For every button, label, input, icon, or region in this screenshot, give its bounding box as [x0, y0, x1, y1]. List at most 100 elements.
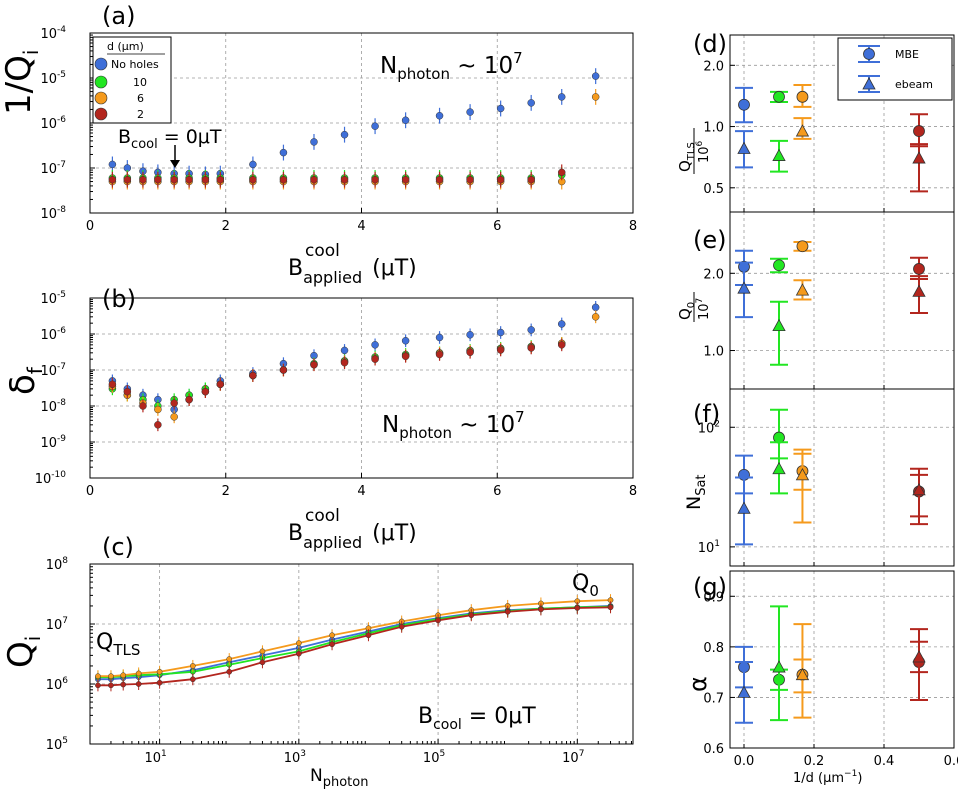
- svg-text:107: 107: [695, 298, 712, 320]
- data-point: [189, 663, 196, 669]
- mbe-point: [773, 259, 785, 272]
- panel-c-ylabel: Qi: [1, 636, 45, 668]
- data-point: [185, 395, 193, 404]
- data-point: [329, 641, 335, 648]
- series-line: [97, 605, 611, 679]
- ytick-label: 10-6: [40, 326, 66, 343]
- ytick-label: 10-7: [40, 160, 66, 177]
- ebeam-point: [795, 283, 810, 296]
- panel-e: 1.0 2.0: [703, 211, 955, 390]
- data-point: [557, 93, 566, 101]
- panel-g-frame: [729, 570, 955, 749]
- xtick-label: 107: [562, 749, 584, 766]
- data-point: [135, 681, 142, 687]
- ytick-label: 1.0: [703, 121, 724, 136]
- panel-c-qtls-annotation: QTLS: [96, 630, 140, 659]
- ebeam-point: [737, 685, 751, 698]
- data-point: [340, 175, 349, 184]
- data-point: [340, 358, 349, 367]
- data-point: [216, 175, 225, 184]
- data-point: [591, 303, 600, 312]
- ytick-label: 10-7: [40, 362, 66, 379]
- legend-entry-ebeam: ebeam: [895, 78, 933, 91]
- xtick-label: 0: [86, 219, 94, 234]
- panel-e-frame: [729, 211, 955, 390]
- data-point: [496, 346, 505, 354]
- data-point: [557, 341, 566, 349]
- xtick-label: 8: [629, 484, 637, 499]
- ytick-label: 107: [46, 616, 68, 633]
- ytick-label: 0.9: [703, 590, 724, 605]
- data-point: [401, 116, 410, 125]
- data-point: [574, 605, 581, 611]
- ytick-label: 10-10: [35, 470, 67, 487]
- xtick-label: 0.2: [804, 754, 825, 769]
- panel-g-xlabel: 1/d (μm−1): [793, 769, 862, 786]
- legend-marker-d6: [94, 91, 108, 105]
- data-point: [154, 405, 162, 414]
- panel-a-xlabel-sup: cool: [305, 241, 340, 261]
- panel-f-frame: [729, 388, 955, 567]
- panel-b-nphoton-annotation: Nphoton ~ 107: [382, 408, 525, 442]
- panel-g: 0.6 0.7 0.8 0.9 0.0 0.2 0.4 0.6: [703, 570, 958, 769]
- xtick-label: 4: [357, 484, 365, 499]
- data-point: [435, 111, 444, 120]
- data-point: [435, 333, 444, 342]
- ytick-label: 2.0: [703, 267, 724, 282]
- ytick-label: 101: [698, 539, 720, 556]
- data-point: [310, 175, 318, 184]
- data-point: [226, 668, 233, 675]
- legend-marker-d2: [94, 107, 108, 121]
- data-point: [170, 399, 178, 407]
- panel-c: 101 103 105 107 105 106 107 108: [46, 556, 634, 766]
- data-point: [527, 175, 535, 184]
- ytick-label: 108: [46, 556, 69, 573]
- data-point: [371, 355, 379, 363]
- panel-b: 0 2 4 6 8 10-10 10-9 10-8 10-7 10-6 10-5: [35, 290, 637, 499]
- data-point: [249, 160, 257, 169]
- mbe-point: [913, 125, 925, 137]
- ebeam-point: [912, 151, 926, 164]
- ytick-label: 10-6: [40, 115, 66, 132]
- mbe-point: [773, 90, 785, 103]
- data-point: [466, 348, 474, 357]
- data-point: [108, 673, 114, 680]
- data-point: [401, 336, 410, 345]
- data-point: [557, 320, 566, 328]
- panel-d: 0.5 1.0 2.0: [703, 34, 955, 213]
- panel-e-label: (e): [693, 226, 727, 254]
- data-point: [496, 328, 505, 337]
- panel-b-label: (b): [102, 285, 136, 313]
- legend-marker-d10: [94, 75, 108, 89]
- data-point: [120, 681, 127, 688]
- data-point: [120, 672, 127, 679]
- data-point: [401, 175, 410, 184]
- data-point: [123, 387, 132, 396]
- panel-a-label: (a): [102, 2, 135, 30]
- svg-text:Q0: Q0: [676, 302, 697, 320]
- data-point: [139, 175, 147, 184]
- data-point: [295, 640, 302, 646]
- data-point: [249, 175, 257, 184]
- ytick-label: 105: [46, 736, 68, 753]
- data-point: [259, 659, 266, 666]
- panel-f: 101 102: [698, 388, 955, 567]
- data-point: [259, 648, 266, 655]
- data-point: [154, 175, 162, 184]
- panel-a-nphoton-annotation: Nphoton ~ 107: [380, 49, 523, 83]
- panel-a-xlabel: Bapplied (μT): [288, 256, 417, 287]
- ytick-label: 2.0: [703, 59, 724, 74]
- data-point: [527, 344, 535, 352]
- data-point: [185, 175, 193, 184]
- data-point: [504, 608, 511, 615]
- data-point: [170, 175, 178, 184]
- ebeam-point: [912, 650, 926, 663]
- panel-b-xlabel: Bapplied (μT): [288, 521, 417, 552]
- xtick-label: 0.0: [734, 754, 755, 769]
- ytick-label: 0.6: [703, 742, 724, 757]
- ebeam-point: [772, 660, 786, 673]
- panel-a-bcool-annotation: Bcool = 0μT: [118, 126, 222, 152]
- data-point: [435, 175, 444, 184]
- data-point: [435, 350, 444, 359]
- panel-d-legend: MBE ebeam: [837, 37, 953, 101]
